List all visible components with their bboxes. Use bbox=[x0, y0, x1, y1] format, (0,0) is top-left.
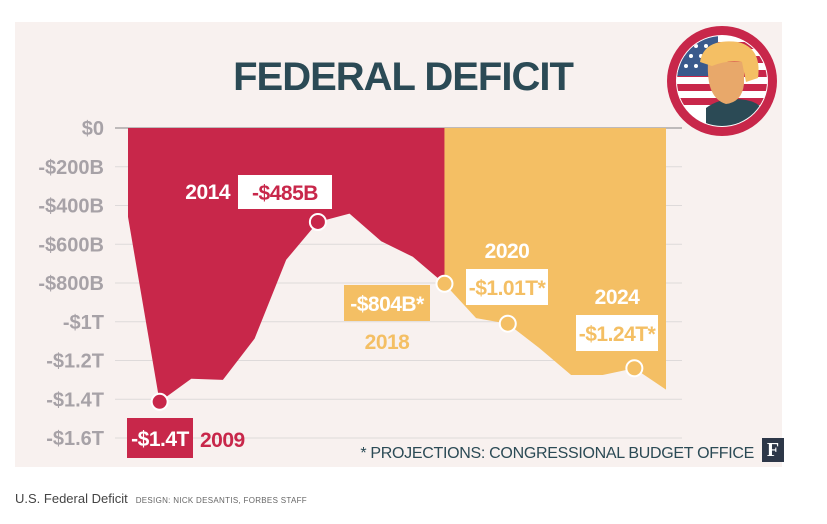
y-tick-label: -$1.4T bbox=[46, 389, 104, 411]
annotation-box bbox=[127, 418, 193, 458]
annotation-box bbox=[466, 269, 548, 305]
y-axis-ticks: $0 -$200B -$400B -$600B -$800B -$1T -$1.2T -$1.… bbox=[38, 118, 104, 450]
annotation-box bbox=[238, 175, 332, 209]
caption-title: U.S. Federal Deficit bbox=[15, 491, 128, 506]
chart-title: FEDERAL DEFICIT bbox=[233, 55, 573, 99]
data-point-marker bbox=[150, 392, 169, 411]
y-tick-label: $0 bbox=[82, 118, 104, 140]
data-markers bbox=[150, 212, 644, 411]
actual-deficit-area bbox=[128, 128, 445, 402]
data-point-marker bbox=[498, 314, 517, 333]
y-tick-label: -$400B bbox=[38, 196, 104, 218]
footnote: * PROJECTIONS: CONGRESSIONAL BUDGET OFFI… bbox=[360, 445, 754, 462]
annotation-value-label: -$1.01T* bbox=[469, 277, 547, 300]
image-caption: U.S. Federal Deficit DESIGN: NICK DESANTI… bbox=[15, 491, 307, 506]
y-tick-label: -$1.6T bbox=[46, 428, 104, 450]
y-tick-label: -$800B bbox=[38, 273, 104, 295]
caption-credit: DESIGN: NICK DESANTIS, FORBES STAFF bbox=[135, 496, 307, 505]
forbes-logo: F bbox=[762, 438, 784, 462]
annotation-year-label: 2009 bbox=[200, 429, 245, 452]
data-point-marker bbox=[625, 359, 644, 378]
annotation-box bbox=[576, 315, 658, 351]
annotation-box bbox=[344, 285, 430, 321]
annotation-value-label: -$485B bbox=[252, 182, 318, 205]
y-tick-label: -$200B bbox=[38, 157, 104, 179]
y-tick-label: -$1T bbox=[63, 312, 104, 334]
y-tick-label: -$1.2T bbox=[46, 351, 104, 373]
annotation-value-label: -$1.24T* bbox=[579, 323, 657, 346]
data-point-marker bbox=[435, 274, 454, 293]
annotation-year-label: 2024 bbox=[595, 286, 641, 309]
annotations: -$1.4T 2009 -$485B 2014 -$804B* 2018 -$1.01T* 2… bbox=[127, 175, 754, 462]
annotation-year-label: 2018 bbox=[365, 331, 411, 354]
y-tick-label: -$600B bbox=[38, 234, 104, 256]
trump-portrait-flag-icon bbox=[667, 26, 777, 136]
annotation-value-label: -$1.4T bbox=[131, 428, 189, 451]
data-point-marker bbox=[308, 212, 327, 231]
annotation-value-label: -$804B* bbox=[350, 293, 425, 316]
annotation-year-label: 2014 bbox=[185, 181, 231, 204]
annotation-year-label: 2020 bbox=[485, 240, 530, 263]
